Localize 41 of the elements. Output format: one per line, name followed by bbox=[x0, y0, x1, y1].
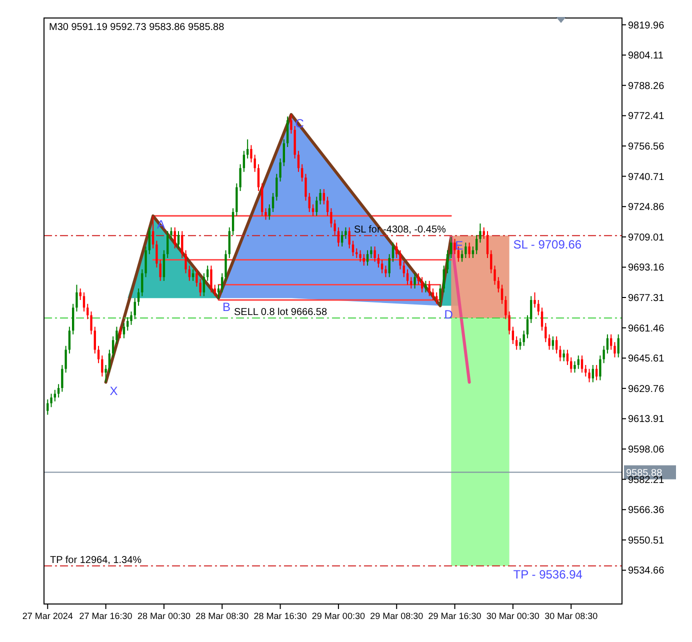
line-series bbox=[104, 113, 453, 384]
x-tick-label: 28 Mar 00:30 bbox=[137, 611, 190, 621]
annotation: B bbox=[222, 300, 231, 314]
annotation: E bbox=[455, 238, 464, 253]
ref-line-label: SL for -4308, -0.45% bbox=[354, 224, 446, 236]
annotation: X bbox=[110, 384, 118, 398]
x-tick-label: 30 Mar 08:30 bbox=[544, 611, 598, 621]
y-tick-label: 9645.61 bbox=[628, 354, 665, 365]
y-tick-label: 9534.66 bbox=[628, 566, 665, 577]
y-tick-label: 9582.21 bbox=[628, 474, 665, 486]
x-tick-label: 29 Mar 08:30 bbox=[370, 611, 424, 621]
y-tick-label: 9756.56 bbox=[628, 141, 665, 152]
ref-line-label: SELL 0.8 lot 9666.58 bbox=[234, 307, 328, 318]
y-tick-label: 9819.96 bbox=[628, 20, 665, 32]
y-tick-label: 9550.51 bbox=[628, 535, 665, 546]
x-tick-label: 29 Mar 16:30 bbox=[428, 611, 482, 621]
y-tick-label: 9693.16 bbox=[628, 262, 665, 274]
chart-title: M30 9591.19 9592.73 9583.86 9585.88 bbox=[49, 22, 225, 33]
y-tick-label: 9804.11 bbox=[628, 50, 664, 62]
y-tick-label: 9661.46 bbox=[628, 323, 665, 334]
y-tick-label: 9613.91 bbox=[628, 414, 665, 426]
annotation: TP - 9536.94 bbox=[513, 568, 583, 582]
y-tick-label: 9788.26 bbox=[628, 80, 665, 92]
y-tick-label: 9740.71 bbox=[628, 172, 665, 183]
annotation: C bbox=[295, 116, 304, 130]
x-tick-label: 27 Mar 16:30 bbox=[79, 611, 132, 621]
annotation: A bbox=[157, 218, 166, 232]
x-tick-label: 28 Mar 08:30 bbox=[196, 611, 249, 621]
ref-line-label: TP for 12964, 1.34% bbox=[50, 554, 142, 566]
y-tick-label: 9709.01 bbox=[628, 232, 665, 244]
y-tick-label: 9598.06 bbox=[628, 444, 665, 456]
y-tick-label: 9772.41 bbox=[628, 111, 665, 122]
annotation: SL - 9709.66 bbox=[513, 237, 582, 252]
x-tick-label: 28 Mar 16:30 bbox=[254, 611, 307, 621]
y-tick-label: 9724.86 bbox=[628, 202, 665, 214]
y-tick-label: 9566.36 bbox=[628, 505, 665, 516]
x-tick-label: 27 Mar 2024 bbox=[22, 611, 73, 621]
x-tick-label: 30 Mar 00:30 bbox=[486, 611, 540, 621]
x-tick-label: 29 Mar 00:30 bbox=[312, 611, 365, 621]
y-tick-label: 9629.76 bbox=[628, 384, 665, 395]
y-tick-label: 9677.31 bbox=[628, 293, 665, 304]
